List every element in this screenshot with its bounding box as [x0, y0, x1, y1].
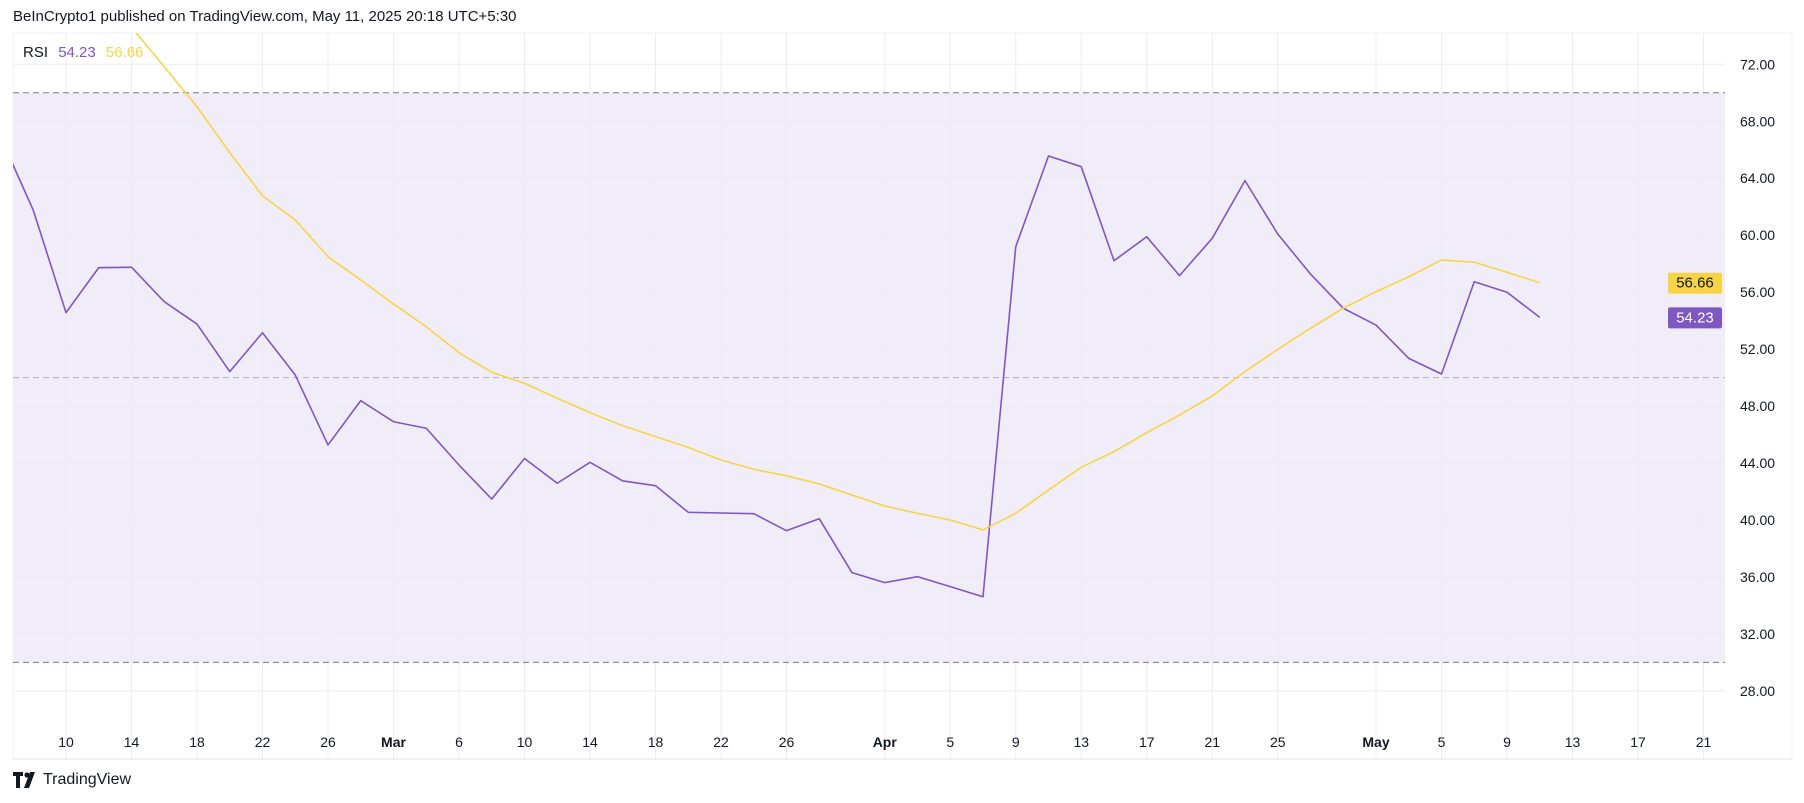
price-label-text: 54.23	[1676, 309, 1714, 326]
price-label-box	[1668, 307, 1722, 329]
rsi-ma-line	[135, 33, 1540, 531]
x-tick-label: 10	[517, 734, 533, 750]
publisher-attribution: BeInCrypto1 published on TradingView.com…	[13, 8, 517, 25]
x-tick-label: 6	[455, 734, 463, 750]
price-label-box	[1668, 272, 1722, 294]
tradingview-branding[interactable]: TradingView	[13, 771, 131, 789]
x-tick-label: 18	[648, 734, 664, 750]
legend-indicator-name: RSI	[23, 44, 49, 61]
rsi-line	[13, 155, 1541, 598]
legend-ma-value: 56.66	[105, 44, 144, 61]
y-tick-label: 52.00	[1740, 341, 1775, 357]
x-tick-label: 26	[320, 734, 336, 750]
x-tick-label: 9	[1503, 734, 1511, 750]
indicator-legend[interactable]: RSI 54.23 56.66	[23, 44, 149, 61]
tradingview-brand-text: TradingView	[43, 771, 132, 788]
y-tick-label: 40.00	[1740, 512, 1775, 528]
x-tick-label: 14	[582, 734, 598, 750]
x-tick-label: 9	[1012, 734, 1020, 750]
x-tick-label: 25	[1270, 734, 1286, 750]
y-tick-label: 68.00	[1740, 113, 1775, 129]
y-tick-label: 72.00	[1740, 56, 1775, 72]
x-tick-label: 21	[1204, 734, 1220, 750]
y-axis[interactable]: 72.00 68.00 64.00 60.00 56.00 52.00 48.00 44.00…	[1740, 56, 1775, 699]
x-tick-label: 14	[124, 734, 140, 750]
x-tick-label: 18	[189, 734, 205, 750]
y-tick-label: 44.00	[1740, 455, 1775, 471]
x-tick-label: 21	[1696, 734, 1712, 750]
price-label-text: 56.66	[1676, 275, 1714, 292]
rsi-ma-last-value-label: 56.66	[1668, 272, 1722, 294]
y-tick-label: 48.00	[1740, 398, 1775, 414]
y-tick-label: 60.00	[1740, 227, 1775, 243]
y-tick-label: 64.00	[1740, 170, 1775, 186]
x-axis[interactable]: 10 14 18 22 26 Mar 6 10 14 18 22 26 Apr 5 9 13 17 21 25 May…	[58, 734, 1711, 750]
x-tick-label: 10	[58, 734, 74, 750]
tradingview-logo-icon	[13, 772, 35, 788]
x-tick-label: Mar	[381, 734, 406, 750]
x-tick-label: 26	[779, 734, 795, 750]
x-tick-label: 5	[1438, 734, 1446, 750]
y-tick-label: 36.00	[1740, 569, 1775, 585]
y-tick-label: 28.00	[1740, 683, 1775, 699]
legend-rsi-value: 54.23	[58, 44, 96, 61]
x-tick-label: Apr	[873, 734, 898, 750]
x-tick-label: 13	[1565, 734, 1581, 750]
x-tick-label: 13	[1073, 734, 1089, 750]
x-tick-label: May	[1362, 734, 1389, 750]
x-tick-label: 17	[1139, 734, 1155, 750]
x-tick-label: 17	[1630, 734, 1646, 750]
x-tick-label: 5	[946, 734, 954, 750]
rsi-last-value-label: 54.23	[1668, 307, 1722, 329]
y-tick-label: 32.00	[1740, 626, 1775, 642]
x-tick-label: 22	[713, 734, 729, 750]
y-tick-label: 56.00	[1740, 284, 1775, 300]
x-tick-label: 22	[255, 734, 271, 750]
